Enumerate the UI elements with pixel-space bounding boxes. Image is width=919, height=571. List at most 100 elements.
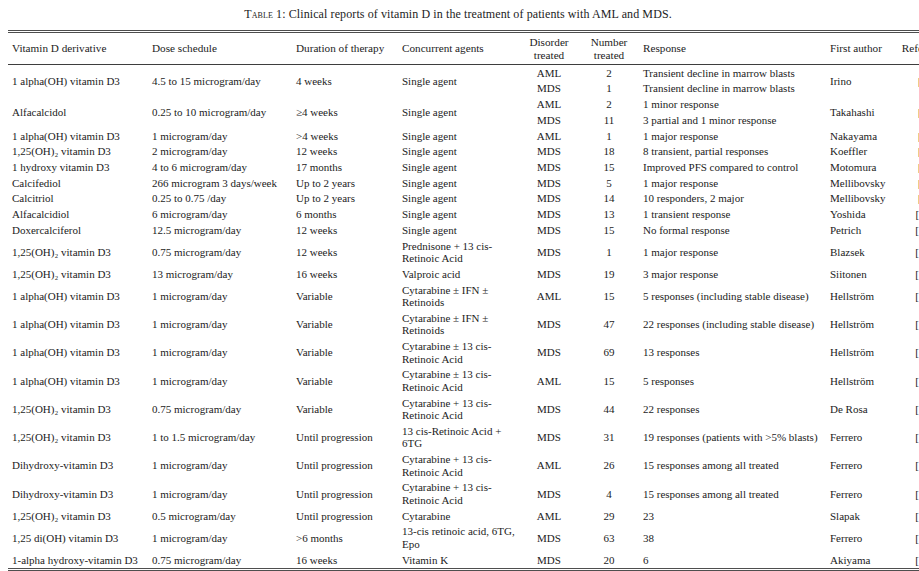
cell-disorder: MDS (519, 310, 578, 338)
cell-derivative: 1 alpha(OH) vitamin D3 (8, 65, 148, 97)
cell-reference: [19] (897, 451, 919, 479)
cell-number: 14 (578, 191, 639, 207)
column-header-number: Number treated (578, 32, 639, 65)
cell-derivative: Calcifediol (8, 175, 148, 191)
cell-disorder: MDS (519, 552, 578, 569)
cell-disorder: MDS (519, 207, 578, 223)
cell-author: Takahashi (826, 97, 897, 128)
clinical-reports-table: Vitamin D derivativeDose scheduleDuratio… (8, 30, 919, 571)
cell-reference: [16] (897, 338, 919, 366)
table-header: Vitamin D derivativeDose scheduleDuratio… (8, 32, 919, 65)
column-header-dose: Dose schedule (148, 32, 292, 65)
cell-dose: 4.5 to 15 microgram/day (148, 65, 292, 97)
cell-duration: Variable (292, 395, 398, 423)
cell-author: Motomura (826, 159, 897, 175)
cell-agents: Single agent (398, 175, 519, 191)
cell-number: 15 (578, 159, 639, 175)
cell-disorder: MDS (519, 222, 578, 238)
table-row: 1,25(OH)₂ vitamin D30.75 microgram/dayVa… (8, 395, 919, 423)
column-header-disorder: Disorder treated (519, 32, 578, 65)
cell-reference: [15] (897, 282, 919, 310)
cell-duration: >6 months (292, 524, 398, 552)
cell-disorder: MDS (519, 480, 578, 508)
cell-author: Hellström (826, 310, 897, 338)
cell-derivative: Doxercalciferol (8, 222, 148, 238)
cell-number: 29 (578, 508, 639, 524)
table-row: 1,25(OH)₂ vitamin D313 microgram/day16 w… (8, 266, 919, 282)
table-row: Dihydroxy-vitamin D31 microgram/dayUntil… (8, 480, 919, 508)
table-caption-text: Clinical reports of vitamin D in the tre… (289, 7, 672, 21)
cell-agents: Cytarabine (398, 508, 519, 524)
cell-dose: 1 microgram/day (148, 282, 292, 310)
table-body: 1 alpha(OH) vitamin D34.5 to 15 microgra… (8, 65, 919, 570)
cell-duration: Up to 2 years (292, 175, 398, 191)
column-header-response: Response (639, 32, 826, 65)
cell-number: 18 (578, 144, 639, 160)
cell-duration: 17 months (292, 159, 398, 175)
cell-response: No formal response (639, 222, 826, 238)
cell-duration: 4 weeks (292, 65, 398, 97)
cell-number: 1 (578, 238, 639, 266)
cell-reference: [20] (897, 508, 919, 524)
cell-duration: 12 weeks (292, 222, 398, 238)
cell-agents: Single agent (398, 222, 519, 238)
cell-author: Blazsek (826, 238, 897, 266)
table-row: 1 alpha(OH) vitamin D34.5 to 15 microgra… (8, 65, 919, 81)
cell-derivative: Calcitriol (8, 191, 148, 207)
cell-response: 1 major response (639, 175, 826, 191)
cell-author: Mellibovsky (826, 191, 897, 207)
cell-duration: ≥4 weeks (292, 97, 398, 128)
table-row: Calcitriol0.25 to 0.75 /dayUp to 2 years… (8, 191, 919, 207)
cell-reference: [17] (897, 395, 919, 423)
table-row: Alfacalcidiol6 microgram/day6 monthsSing… (8, 207, 919, 223)
cell-number: 15 (578, 222, 639, 238)
cell-agents: Prednisone + 13 cis-Retinoic Acid (398, 238, 519, 266)
cell-number: 13 (578, 207, 639, 223)
cell-reference: [21] (897, 524, 919, 552)
cell-derivative: 1 alpha(OH) vitamin D3 (8, 338, 148, 366)
table-row: Alfacalcidol0.25 to 10 microgram/day≥4 w… (8, 97, 919, 113)
cell-duration: 16 weeks (292, 552, 398, 569)
table-row: 1 hydroxy vitamin D34 to 6 microgram/day… (8, 159, 919, 175)
cell-reference: [4] (897, 65, 919, 97)
cell-number: 63 (578, 524, 639, 552)
cell-derivative: 1 alpha(OH) vitamin D3 (8, 367, 148, 395)
column-header-derivative: Vitamin D derivative (8, 32, 148, 65)
cell-author: Irino (826, 65, 897, 97)
cell-dose: 4 to 6 microgram/day (148, 159, 292, 175)
cell-author: Nakayama (826, 128, 897, 144)
cell-duration: 12 weeks (292, 238, 398, 266)
cell-agents: Vitamin K (398, 552, 519, 569)
cell-agents: Single agent (398, 128, 519, 144)
cell-agents: Cytarabine ± 13 cis-Retinoic Acid (398, 338, 519, 366)
cell-response: 10 responders, 2 major (639, 191, 826, 207)
cell-agents: Cytarabine + 13 cis-Retinoic Acid (398, 395, 519, 423)
cell-reference: [15] (897, 310, 919, 338)
cell-derivative: 1 alpha(OH) vitamin D3 (8, 128, 148, 144)
cell-disorder: MDS (519, 238, 578, 266)
cell-derivative: 1,25(OH)₂ vitamin D3 (8, 395, 148, 423)
cell-reference: [6] (897, 144, 919, 160)
cell-duration: Variable (292, 282, 398, 310)
cell-agents: Cytarabine ± IFN ± Retinoids (398, 310, 519, 338)
table-row: 1 alpha(OH) vitamin D31 microgram/dayVar… (8, 338, 919, 366)
cell-reference: [11] (897, 207, 919, 223)
cell-author: Yoshida (826, 207, 897, 223)
table-row: 1,25(OH)₂ vitamin D30.5 microgram/dayUnt… (8, 508, 919, 524)
cell-derivative: 1 alpha(OH) vitamin D3 (8, 282, 148, 310)
cell-agents: Single agent (398, 191, 519, 207)
cell-dose: 2 microgram/day (148, 144, 292, 160)
cell-derivative: Dihydroxy-vitamin D3 (8, 451, 148, 479)
cell-derivative: 1,25(OH)₂ vitamin D3 (8, 266, 148, 282)
cell-number: 44 (578, 395, 639, 423)
cell-response: 1 minor response (639, 97, 826, 113)
cell-dose: 1 microgram/day (148, 524, 292, 552)
cell-response: 5 responses (639, 367, 826, 395)
cell-response: Transient decline in marrow blasts (639, 81, 826, 97)
cell-agents: 13-cis retinoic acid, 6TG, Epo (398, 524, 519, 552)
cell-derivative: Alfacalcidiol (8, 207, 148, 223)
cell-reference: [9] (897, 191, 919, 207)
cell-disorder: AML (519, 451, 578, 479)
cell-disorder: MDS (519, 175, 578, 191)
table-row: Calcifediol266 microgram 3 days/weekUp t… (8, 175, 919, 191)
